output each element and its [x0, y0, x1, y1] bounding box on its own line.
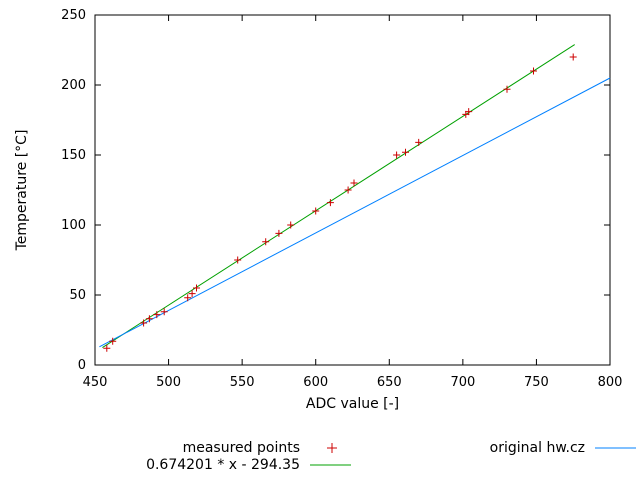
legend-label-measured-points: measured points	[182, 439, 300, 456]
svg-text:550: 550	[230, 375, 255, 390]
legend-entry-measured-points: measured points	[100, 439, 353, 456]
measured-points-marker-icon	[327, 442, 337, 453]
original-hwcz-line-sample-icon	[595, 447, 636, 448]
fit-line-sample-icon	[310, 464, 351, 465]
legend-label-fit-line: 0.674201 * x - 294.35	[146, 456, 300, 473]
plot-area: 450 500 550 600 650 700 750 800 0 50 100 150 200 250	[61, 8, 623, 390]
legend-entry-fit-line: 0.674201 * x - 294.35	[100, 456, 353, 473]
svg-text:800: 800	[598, 375, 623, 390]
svg-text:0: 0	[78, 358, 86, 373]
svg-text:150: 150	[61, 148, 86, 163]
x-axis-label: ADC value [-]	[305, 396, 400, 412]
svg-text:200: 200	[61, 78, 86, 93]
svg-text:450: 450	[83, 375, 108, 390]
svg-text:700: 700	[450, 375, 475, 390]
svg-text:250: 250	[61, 8, 86, 23]
svg-text:750: 750	[524, 375, 549, 390]
svg-text:650: 650	[377, 375, 402, 390]
svg-text:100: 100	[61, 218, 86, 233]
legend-entry-original-hwcz: original hw.cz	[450, 439, 638, 456]
svg-text:500: 500	[156, 375, 181, 390]
legend-label-original-hwcz: original hw.cz	[489, 439, 585, 456]
svg-text:600: 600	[303, 375, 328, 390]
svg-text:50: 50	[69, 288, 86, 303]
y-axis-label: Temperature [°C]	[14, 129, 30, 251]
